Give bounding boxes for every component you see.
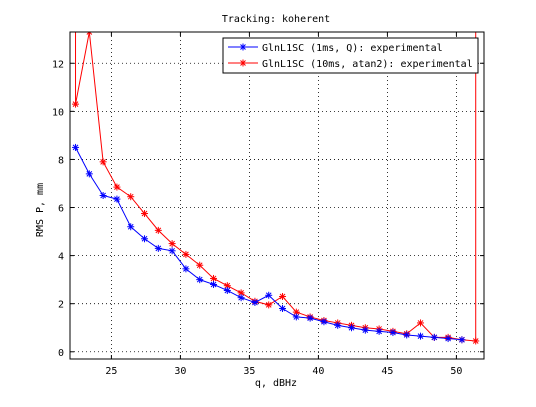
y-tick-label: 6 — [58, 204, 64, 215]
y-tick-label: 8 — [58, 155, 64, 166]
x-tick-label: 45 — [381, 366, 393, 377]
data-point — [458, 336, 466, 344]
data-point — [113, 195, 121, 203]
legend-entry-label: GlnL1SC (10ms, atan2): experimental — [262, 59, 473, 70]
y-tick-label: 0 — [58, 348, 64, 359]
data-point — [196, 276, 204, 284]
y-tick-label: 12 — [52, 59, 64, 70]
data-point — [99, 158, 107, 166]
series-layer — [72, 32, 480, 345]
data-point — [141, 210, 149, 218]
legend-box — [222, 37, 479, 74]
data-point — [320, 318, 328, 326]
data-point — [417, 319, 425, 327]
data-point — [361, 326, 369, 334]
legend-entry-label: GlnL1SC (1ms, Q): experimental — [262, 43, 443, 54]
data-point — [196, 261, 204, 269]
data-point — [168, 247, 176, 255]
data-point — [154, 244, 162, 252]
x-tick-label: 35 — [243, 366, 255, 377]
data-point — [85, 170, 93, 178]
data-point — [334, 321, 342, 329]
data-point — [127, 223, 135, 231]
legend-marker — [239, 59, 247, 67]
axes-ticks: 25 30 35 40 45 50 0 2 4 6 8 10 12 — [52, 32, 484, 377]
data-point — [237, 294, 245, 302]
data-point — [182, 265, 190, 273]
data-point — [403, 331, 411, 339]
data-point — [279, 292, 287, 300]
data-point — [210, 280, 218, 288]
data-point — [223, 286, 231, 294]
data-point — [210, 274, 218, 282]
legend: GlnL1SC (1ms, Q): experimental GlnL1SC (… — [222, 37, 479, 74]
data-point — [292, 313, 300, 321]
data-point — [430, 333, 438, 341]
data-point — [292, 308, 300, 316]
data-point — [168, 240, 176, 248]
x-axis-label: q, dBHz — [255, 378, 297, 389]
data-point — [348, 324, 356, 332]
x-tick-label: 30 — [174, 366, 186, 377]
data-point — [154, 226, 162, 234]
data-point — [141, 235, 149, 243]
data-point — [472, 337, 480, 345]
data-point — [72, 100, 80, 108]
x-tick-label: 25 — [105, 366, 117, 377]
data-point — [417, 332, 425, 340]
data-point — [251, 298, 259, 306]
data-point — [265, 301, 273, 309]
data-point — [113, 183, 121, 191]
x-tick-label: 50 — [450, 366, 462, 377]
y-tick-label: 4 — [58, 252, 64, 263]
data-point — [182, 250, 190, 258]
data-point — [444, 335, 452, 343]
plot-frame — [69, 31, 485, 360]
data-point — [99, 192, 107, 199]
legend-marker — [239, 43, 247, 51]
y-tick-label: 2 — [58, 300, 64, 311]
y-axis-label: RMS P, mm — [35, 183, 46, 237]
data-point — [375, 327, 383, 335]
data-point — [279, 305, 287, 313]
data-point — [306, 314, 314, 322]
grid — [70, 32, 484, 359]
x-tick-label: 40 — [312, 366, 324, 377]
y-tick-label: 10 — [52, 107, 64, 118]
data-point — [265, 291, 273, 299]
chart-title: Tracking: koherent — [222, 14, 330, 25]
data-point — [85, 32, 93, 36]
data-point — [72, 143, 80, 151]
series-0 — [72, 143, 466, 344]
data-point — [127, 193, 135, 201]
data-point — [389, 329, 397, 337]
